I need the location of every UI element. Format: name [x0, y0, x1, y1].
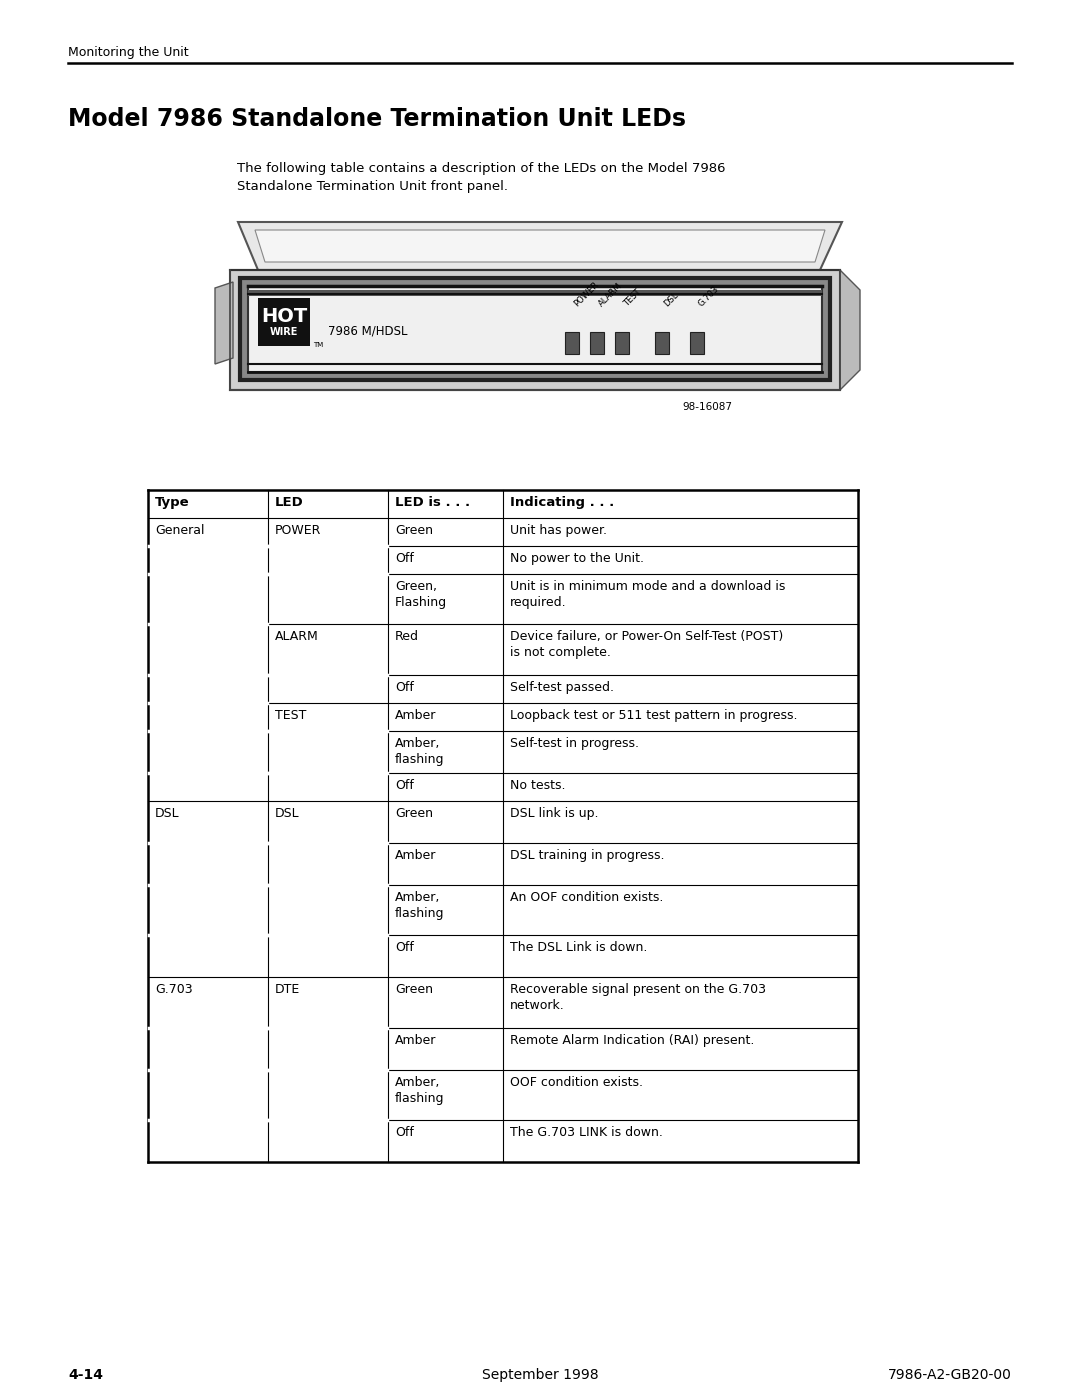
Text: An OOF condition exists.: An OOF condition exists. [510, 891, 663, 904]
Text: Amber: Amber [395, 849, 436, 862]
Text: G.703: G.703 [697, 284, 721, 307]
Text: POWER: POWER [275, 524, 322, 536]
Text: Unit is in minimum mode and a download is
required.: Unit is in minimum mode and a download i… [510, 580, 785, 609]
FancyBboxPatch shape [258, 298, 310, 346]
Text: DSL: DSL [662, 291, 680, 307]
Text: 7986 M/HDSL: 7986 M/HDSL [328, 324, 407, 338]
Text: Self-test in progress.: Self-test in progress. [510, 736, 639, 750]
Text: Green: Green [395, 983, 433, 996]
Text: September 1998: September 1998 [482, 1368, 598, 1382]
Text: Indicating . . .: Indicating . . . [510, 496, 615, 509]
Text: ALARM: ALARM [597, 281, 624, 307]
Text: ALARM: ALARM [275, 630, 319, 644]
Polygon shape [238, 222, 842, 270]
Text: OOF condition exists.: OOF condition exists. [510, 1076, 643, 1088]
Text: Off: Off [395, 680, 414, 694]
Text: TM: TM [313, 342, 323, 348]
Text: TEST: TEST [622, 288, 643, 307]
Text: LED: LED [275, 496, 303, 509]
Text: No power to the Unit.: No power to the Unit. [510, 552, 644, 564]
FancyBboxPatch shape [690, 332, 704, 353]
Text: The DSL Link is down.: The DSL Link is down. [510, 942, 647, 954]
Bar [148, 490, 858, 1162]
FancyBboxPatch shape [248, 286, 822, 372]
FancyBboxPatch shape [590, 332, 604, 353]
Polygon shape [255, 231, 825, 263]
FancyBboxPatch shape [240, 278, 831, 380]
Text: Red: Red [395, 630, 419, 644]
Text: DSL: DSL [275, 807, 299, 820]
Text: 98-16087: 98-16087 [681, 402, 732, 412]
Text: DTE: DTE [275, 983, 300, 996]
Text: TEST: TEST [275, 708, 307, 722]
Text: Green: Green [395, 807, 433, 820]
Text: HOT: HOT [261, 306, 307, 326]
Text: Off: Off [395, 552, 414, 564]
Polygon shape [840, 270, 860, 390]
Text: Loopback test or 511 test pattern in progress.: Loopback test or 511 test pattern in pro… [510, 708, 797, 722]
Text: 7986-A2-GB20-00: 7986-A2-GB20-00 [888, 1368, 1012, 1382]
Text: Remote Alarm Indication (RAI) present.: Remote Alarm Indication (RAI) present. [510, 1034, 754, 1046]
Text: Off: Off [395, 1126, 414, 1139]
Text: Amber: Amber [395, 1034, 436, 1046]
Polygon shape [215, 282, 233, 365]
Text: G.703: G.703 [156, 983, 192, 996]
Text: Self-test passed.: Self-test passed. [510, 680, 615, 694]
FancyBboxPatch shape [654, 332, 669, 353]
Text: Green,
Flashing: Green, Flashing [395, 580, 447, 609]
Text: Device failure, or Power-On Self-Test (POST)
is not complete.: Device failure, or Power-On Self-Test (P… [510, 630, 783, 659]
Text: Amber,
flashing: Amber, flashing [395, 891, 445, 919]
Text: Green: Green [395, 524, 433, 536]
Text: Monitoring the Unit: Monitoring the Unit [68, 46, 189, 59]
FancyBboxPatch shape [248, 291, 822, 296]
Text: No tests.: No tests. [510, 778, 566, 792]
FancyBboxPatch shape [615, 332, 629, 353]
Text: POWER: POWER [572, 279, 600, 307]
FancyBboxPatch shape [565, 332, 579, 353]
Text: LED is . . .: LED is . . . [395, 496, 470, 509]
Text: 4-14: 4-14 [68, 1368, 103, 1382]
Text: Unit has power.: Unit has power. [510, 524, 607, 536]
Text: The following table contains a description of the LEDs on the Model 7986
Standal: The following table contains a descripti… [237, 162, 726, 193]
Text: WIRE: WIRE [270, 327, 298, 337]
FancyBboxPatch shape [230, 270, 840, 390]
Text: DSL: DSL [156, 807, 179, 820]
Text: General: General [156, 524, 204, 536]
Text: Type: Type [156, 496, 190, 509]
Text: The G.703 LINK is down.: The G.703 LINK is down. [510, 1126, 663, 1139]
Text: Amber: Amber [395, 708, 436, 722]
Text: Off: Off [395, 942, 414, 954]
Text: Amber,
flashing: Amber, flashing [395, 736, 445, 766]
Text: Model 7986 Standalone Termination Unit LEDs: Model 7986 Standalone Termination Unit L… [68, 108, 686, 131]
Text: Recoverable signal present on the G.703
network.: Recoverable signal present on the G.703 … [510, 983, 766, 1013]
Text: Off: Off [395, 778, 414, 792]
Text: DSL training in progress.: DSL training in progress. [510, 849, 664, 862]
Text: DSL link is up.: DSL link is up. [510, 807, 598, 820]
Text: Amber,
flashing: Amber, flashing [395, 1076, 445, 1105]
